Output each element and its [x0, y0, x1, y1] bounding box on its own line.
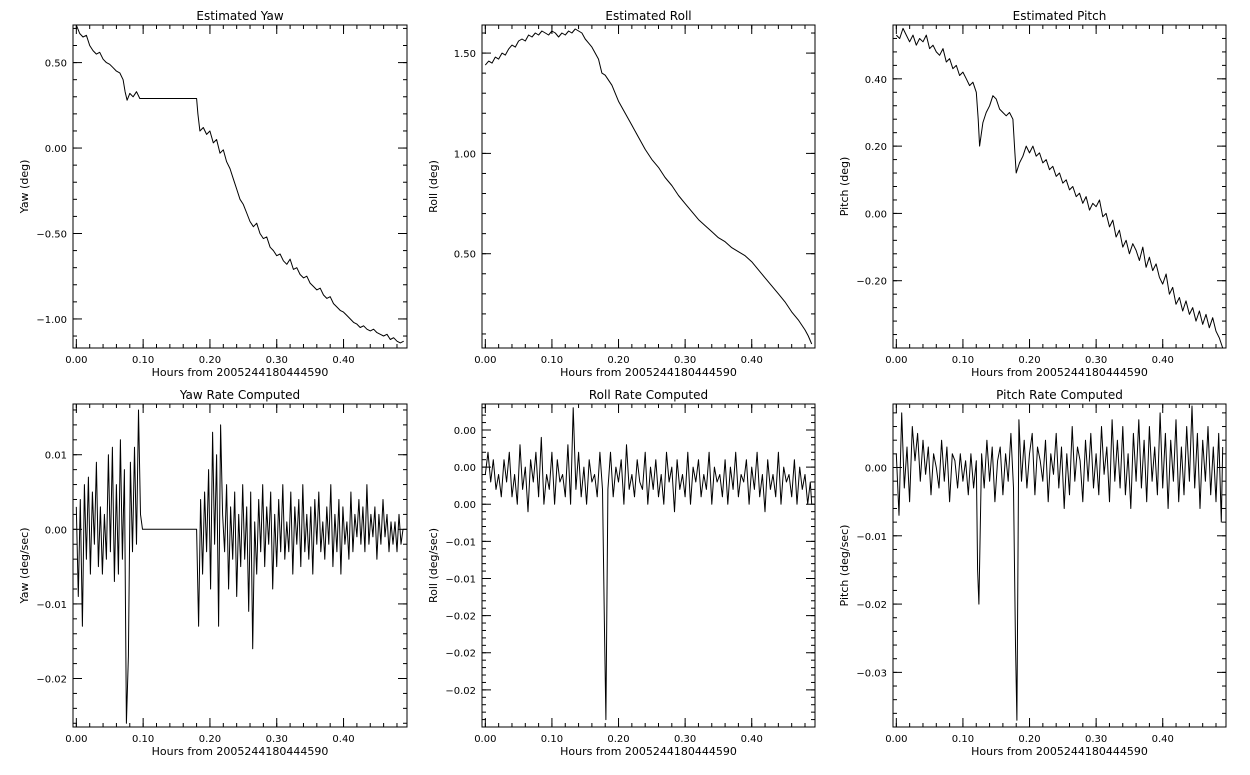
- x-tick-label: 0.10: [541, 734, 563, 745]
- plot-frame: [72, 24, 408, 349]
- series-line-pitch-rate: [895, 405, 1224, 721]
- chart-yaw-rate: 0.00 0.10 0.20 0.30 0.40 0.01 0.00 −0.01 −0.02 Ya…: [18, 388, 408, 758]
- chart-yaw: 0.00 0.10 0.20 0.30 0.40 0.50 0.00 −0.50 −1.00 Es…: [18, 9, 408, 379]
- chart-title: Estimated Yaw: [196, 9, 283, 23]
- x-tick-label: 0.10: [132, 355, 154, 366]
- y-tick-label: 1.50: [454, 49, 476, 60]
- x-tick-label: 0.30: [674, 355, 696, 366]
- y-tick-label: 0.00: [865, 464, 887, 475]
- x-tick-label: 0.00: [885, 734, 907, 745]
- chart-title: Roll Rate Computed: [589, 388, 708, 402]
- x-tick-label: 0.40: [1152, 355, 1174, 366]
- x-tick-label: 0.30: [266, 734, 288, 745]
- series-line-yaw: [75, 24, 404, 344]
- x-tick-label: 0.10: [952, 734, 974, 745]
- x-tick-label: 0.00: [65, 355, 87, 366]
- y-tick-label: 0.00: [454, 463, 476, 474]
- y-axis-label: Roll (deg): [427, 160, 440, 213]
- y-tick-label: −0.01: [445, 574, 476, 585]
- y-axis-label: Yaw (deg): [18, 160, 31, 215]
- y-tick-label: −0.01: [856, 532, 887, 543]
- plot-frame: [892, 24, 1227, 349]
- y-tick-label: 0.00: [454, 426, 476, 437]
- series-line-roll: [484, 28, 813, 345]
- x-tick-label: 0.40: [741, 355, 763, 366]
- x-tick-label: 0.40: [332, 734, 354, 745]
- series-line-yaw-rate: [75, 409, 404, 724]
- plot-frame: [481, 24, 816, 349]
- x-tick-label: 0.10: [541, 355, 563, 366]
- series-line-pitch: [895, 27, 1224, 349]
- y-tick-label: 0.50: [454, 250, 476, 261]
- x-tick-label: 0.30: [1085, 355, 1107, 366]
- chart-title: Estimated Pitch: [1013, 9, 1107, 23]
- x-axis-label: Hours from 2005244180444590: [971, 745, 1148, 758]
- plot-frame: [481, 403, 816, 728]
- y-tick-label: 1.00: [454, 149, 476, 160]
- x-tick-label: 0.00: [474, 734, 496, 745]
- y-axis-label: Pitch (deg/sec): [838, 525, 851, 607]
- x-axis-label: Hours from 2005244180444590: [560, 366, 737, 379]
- x-tick-label: 0.30: [674, 734, 696, 745]
- x-axis-label: Hours from 2005244180444590: [560, 745, 737, 758]
- chart-roll-rate: 0.00 0.10 0.20 0.30 0.40 0.00 0.00 0.00 −0.01 −0.…: [427, 388, 816, 758]
- y-tick-label: 0.00: [865, 209, 887, 220]
- chart-title: Estimated Roll: [605, 9, 691, 23]
- x-tick-label: 0.30: [1085, 734, 1107, 745]
- y-tick-label: −0.01: [445, 537, 476, 548]
- chart-roll: 0.00 0.10 0.20 0.30 0.40 1.50 1.00 0.50 Estimate…: [427, 9, 816, 379]
- x-tick-label: 0.20: [199, 355, 221, 366]
- y-tick-label: −0.02: [36, 675, 67, 686]
- y-tick-label: 0.00: [454, 500, 476, 511]
- y-tick-label: −0.02: [445, 612, 476, 623]
- x-tick-label: 0.20: [199, 734, 221, 745]
- y-tick-label: −0.02: [445, 649, 476, 660]
- x-tick-label: 0.40: [1152, 734, 1174, 745]
- x-tick-label: 0.00: [474, 355, 496, 366]
- chart-pitch: 0.00 0.10 0.20 0.30 0.40 0.40 0.20 0.00 −0.20 Est…: [838, 9, 1227, 379]
- y-tick-label: 0.00: [45, 144, 67, 155]
- y-tick-label: 0.00: [45, 525, 67, 536]
- y-tick-label: −0.50: [36, 229, 67, 240]
- series-line-roll-rate: [484, 407, 813, 721]
- x-tick-label: 0.10: [132, 734, 154, 745]
- x-tick-label: 0.40: [741, 734, 763, 745]
- x-tick-label: 0.10: [952, 355, 974, 366]
- x-tick-label: 0.20: [607, 734, 629, 745]
- chart-title: Yaw Rate Computed: [179, 388, 300, 402]
- x-tick-label: 0.30: [266, 355, 288, 366]
- y-tick-label: 0.01: [45, 451, 67, 462]
- x-axis-label: Hours from 2005244180444590: [152, 745, 329, 758]
- y-axis-label: Yaw (deg/sec): [18, 527, 31, 604]
- chart-pitch-rate: 0.00 0.10 0.20 0.30 0.40 0.00 −0.01 −0.02 −0.03 P…: [838, 388, 1227, 758]
- x-tick-label: 0.00: [65, 734, 87, 745]
- y-tick-label: 0.20: [865, 142, 887, 153]
- y-tick-label: 0.40: [865, 75, 887, 86]
- plot-frame: [892, 403, 1227, 728]
- chart-title: Pitch Rate Computed: [996, 388, 1123, 402]
- y-tick-label: −1.00: [36, 315, 67, 326]
- y-axis-label: Roll (deg/sec): [427, 528, 440, 603]
- x-tick-label: 0.20: [1018, 734, 1040, 745]
- y-tick-label: −0.02: [445, 686, 476, 697]
- y-axis-label: Pitch (deg): [838, 157, 851, 217]
- x-tick-label: 0.20: [607, 355, 629, 366]
- x-tick-label: 0.20: [1018, 355, 1040, 366]
- plot-frame: [72, 403, 408, 728]
- x-tick-label: 0.40: [332, 355, 354, 366]
- x-axis-label: Hours from 2005244180444590: [152, 366, 329, 379]
- x-axis-label: Hours from 2005244180444590: [971, 366, 1148, 379]
- y-tick-label: −0.01: [36, 600, 67, 611]
- y-tick-label: 0.50: [45, 59, 67, 70]
- x-tick-label: 0.00: [885, 355, 907, 366]
- y-tick-label: −0.20: [856, 277, 887, 288]
- y-tick-label: −0.03: [856, 668, 887, 679]
- y-tick-label: −0.02: [856, 600, 887, 611]
